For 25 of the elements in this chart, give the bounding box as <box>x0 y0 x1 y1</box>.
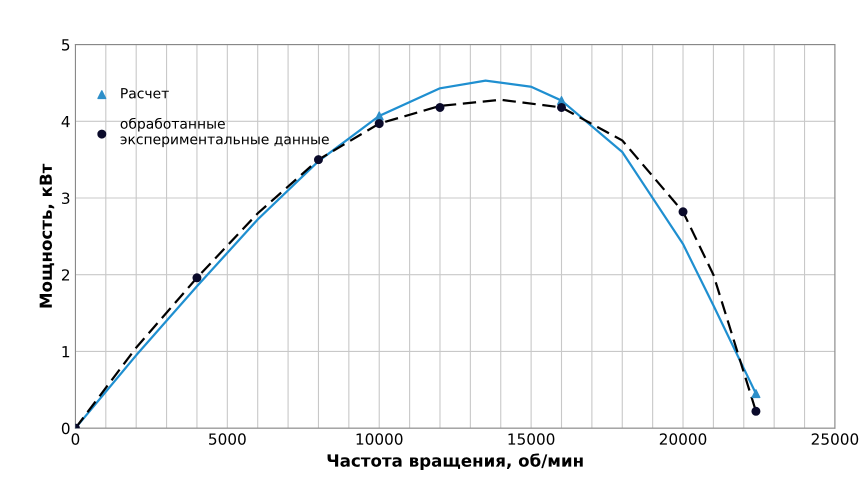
point <box>192 273 202 282</box>
y-tick-label: 0 <box>62 422 70 434</box>
point <box>751 389 760 398</box>
x-tick-label: 20000 <box>660 433 706 445</box>
point <box>314 155 323 164</box>
point <box>435 102 444 112</box>
x-tick-label: 25000 <box>812 433 858 445</box>
y-tick-label: 4 <box>62 116 70 128</box>
y-axis-title: Мощность, кВт <box>40 164 54 308</box>
x-tick-label: 10000 <box>356 433 403 445</box>
x-axis-title: Частота вращения, об/мин <box>328 453 583 470</box>
point <box>557 102 566 112</box>
x-tick-label: 15000 <box>508 433 554 445</box>
point <box>751 406 760 416</box>
point <box>678 207 688 216</box>
y-tick-label: 3 <box>62 192 70 204</box>
legend-label: обработанные экспериментальные данные <box>120 118 329 148</box>
y-tick-label: 5 <box>62 39 70 51</box>
y-tick-label: 2 <box>62 269 70 281</box>
x-tick-label: 0 <box>72 433 80 445</box>
point <box>374 119 384 128</box>
x-tick-label: 5000 <box>209 433 246 445</box>
point <box>374 111 384 120</box>
y-tick-label: 1 <box>62 346 70 358</box>
legend-label: Расчет <box>121 88 169 98</box>
